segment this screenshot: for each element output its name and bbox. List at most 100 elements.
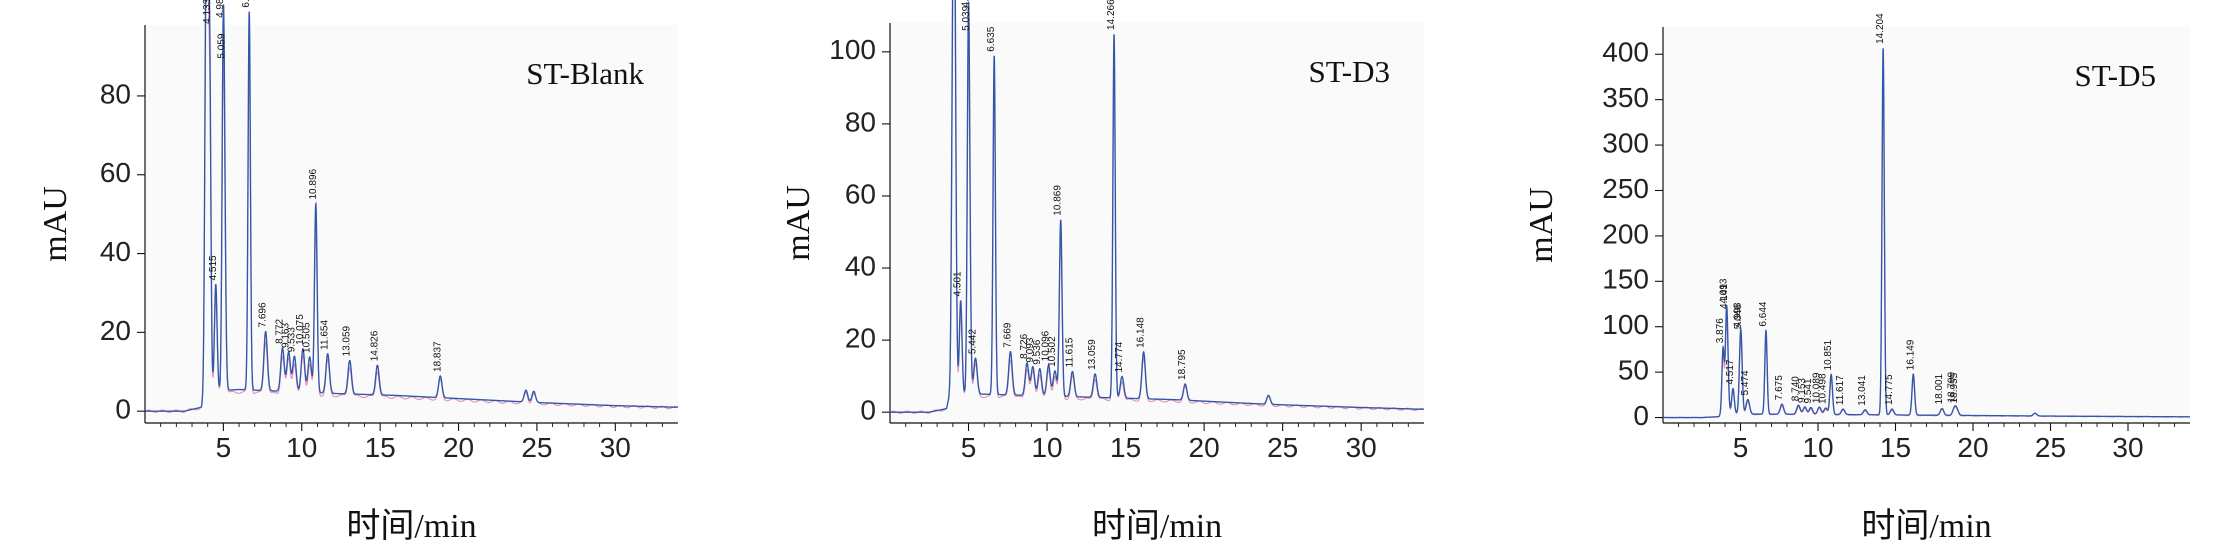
x-tick-label: 10 [1802, 432, 1833, 463]
peak-label-4-998: 4.998 [1732, 302, 1743, 327]
peak-label-4-515: 4.515 [208, 255, 219, 280]
peak-label-4-980: 4.980 [215, 0, 226, 18]
x-tick-label: 20 [443, 432, 474, 463]
peak-label-6-635: 6.635 [986, 26, 997, 51]
y-axis-title: mAU [1523, 187, 1560, 263]
chromatogram-svg-st-d5: 0 50 100 150 200 250 300 350 400 5 10 15 20 25 30 3.876… [1523, 13, 2190, 545]
peak-label-9-536: 9.536 [1032, 339, 1043, 364]
sample-title-st-d5: ST-D5 [2074, 58, 2156, 93]
peak-label-9-541: 9.541 [1803, 378, 1814, 403]
peak-label-7-675: 7.675 [1774, 375, 1785, 400]
peak-label-9-093: 9.093 [1025, 337, 1036, 362]
peak-label-5-474: 5.474 [1740, 370, 1751, 395]
x-tick-label: 30 [1346, 432, 1377, 463]
peak-label-14-826: 14.826 [369, 330, 380, 361]
peak-label-10-498: 10.498 [1818, 373, 1829, 404]
chromatogram-trace-blue [145, 0, 678, 412]
chromatogram-panel-st-d5: 0 50 100 150 200 250 300 350 400 5 10 15 20 25 30 3.876… [1486, 0, 2228, 560]
x-axis-title: 时间/min [1092, 508, 1222, 545]
plot-area [1663, 27, 2190, 423]
y-tick-label: 100 [829, 34, 876, 65]
peak-label-11-654: 11.654 [320, 320, 331, 350]
peak-label-4-141: 4.141 [1719, 284, 1730, 309]
peak-label-4-517: 4.517 [1725, 359, 1736, 384]
peak-label-7-669: 7.669 [1002, 322, 1013, 347]
peak-label-14-774: 14.774 [1114, 341, 1125, 372]
peak-label-4-501: 4.501 [953, 271, 964, 296]
y-tick-label: 40 [845, 250, 876, 281]
peak-label-18-795: 18.795 [1177, 349, 1188, 380]
peak-label-14-266: 14.266 [1106, 0, 1117, 30]
y-tick-label: 400 [1602, 37, 1649, 68]
peak-label-10-505: 10.505 [302, 322, 313, 353]
sample-title-st-d3: ST-D3 [1308, 54, 1390, 89]
peak-label-4-093: 4.093 [1718, 278, 1729, 303]
plot-area [890, 23, 1424, 423]
x-tick-label: 5 [216, 432, 232, 463]
peak-label-7-696: 7.696 [258, 302, 269, 327]
peak-label-14-775: 14.775 [1884, 374, 1895, 405]
y-tick-label: 150 [1602, 264, 1649, 295]
peak-label-4-133: 4.133 [202, 0, 213, 24]
peak-label-13-041: 13.041 [1857, 375, 1868, 406]
chromatogram-trace-blue [890, 0, 1424, 413]
x-tick-label: 20 [1957, 432, 1988, 463]
peak-label-5-442: 5.442 [967, 329, 978, 354]
x-tick-label: 5 [961, 432, 977, 463]
peak-label-18-837: 18.837 [432, 341, 443, 372]
chromatogram-svg-st-d3: 020406080100510152025303.9854.0924.1404.… [780, 0, 1425, 545]
peak-label-9-533: 9.533 [286, 327, 297, 352]
peak-label-18-799: 18.799 [1946, 372, 1957, 403]
x-tick-label: 15 [365, 432, 396, 463]
peak-label-18-001: 18.001 [1934, 373, 1945, 404]
peak-label-13-059: 13.059 [342, 325, 353, 356]
x-tick-label: 20 [1189, 432, 1220, 463]
peak-label-10-851: 10.851 [1823, 339, 1834, 370]
y-tick-label: 250 [1602, 173, 1649, 204]
peak-label-14-204: 14.204 [1875, 13, 1886, 44]
y-axis-title: mAU [37, 186, 74, 262]
y-tick-label: 200 [1602, 218, 1649, 249]
peak-label-16-148: 16.148 [1136, 317, 1147, 348]
plot-area [145, 25, 678, 423]
peak-label-9-163: 9.163 [281, 323, 292, 348]
y-tick-label: 60 [100, 157, 131, 188]
peak-label-13-059: 13.059 [1087, 339, 1098, 370]
peak-label-6-649: 6.649 [241, 0, 252, 8]
x-axis-title: 时间/min [1861, 508, 1991, 545]
y-tick-label: 40 [100, 236, 131, 267]
y-tick-label: 100 [1602, 309, 1649, 340]
y-tick-label: 80 [100, 78, 131, 109]
peak-label-10-502: 10.502 [1047, 336, 1058, 367]
y-tick-label: 0 [115, 394, 131, 425]
x-tick-label: 15 [1110, 432, 1141, 463]
peak-label-10-089: 10.089 [1811, 372, 1822, 403]
peak-label-8-772: 8.772 [275, 318, 286, 343]
peak-label-9-153: 9.153 [1797, 378, 1808, 403]
peak-label-10-096: 10.096 [1041, 330, 1052, 361]
peak-label-8-726: 8.726 [1019, 333, 1030, 358]
peak-label-10-075: 10.075 [295, 314, 306, 345]
x-tick-label: 30 [600, 432, 631, 463]
peak-label-3-876: 3.876 [1715, 318, 1726, 343]
y-tick-label: 350 [1602, 82, 1649, 113]
y-tick-label: 0 [1633, 400, 1649, 431]
y-tick-label: 60 [845, 178, 876, 209]
y-axis-title: mAU [780, 185, 817, 261]
chromatogram-trace-blue [1663, 48, 2190, 419]
peak-label-11-617: 11.617 [1835, 375, 1846, 405]
x-tick-label: 15 [1880, 432, 1911, 463]
sample-title-st-blank: ST-Blank [526, 56, 644, 91]
peak-label-5-046: 5.046 [1733, 304, 1744, 329]
chromatogram-svg-st-blank: 020406080510152025303.8763.9854.1334.093… [37, 0, 679, 545]
y-tick-label: 80 [845, 106, 876, 137]
peak-label-5-039: 5.039 [961, 5, 972, 30]
chromatogram-panel-st-d3: 020406080100510152025303.9854.0924.1404.… [743, 0, 1485, 560]
peak-label-8-740: 8.740 [1790, 376, 1801, 401]
y-tick-label: 20 [845, 323, 876, 354]
x-tick-label: 10 [286, 432, 317, 463]
x-tick-label: 10 [1031, 432, 1062, 463]
x-tick-label: 30 [2112, 432, 2143, 463]
x-tick-label: 25 [521, 432, 552, 463]
peak-label-10-896: 10.896 [308, 168, 319, 199]
